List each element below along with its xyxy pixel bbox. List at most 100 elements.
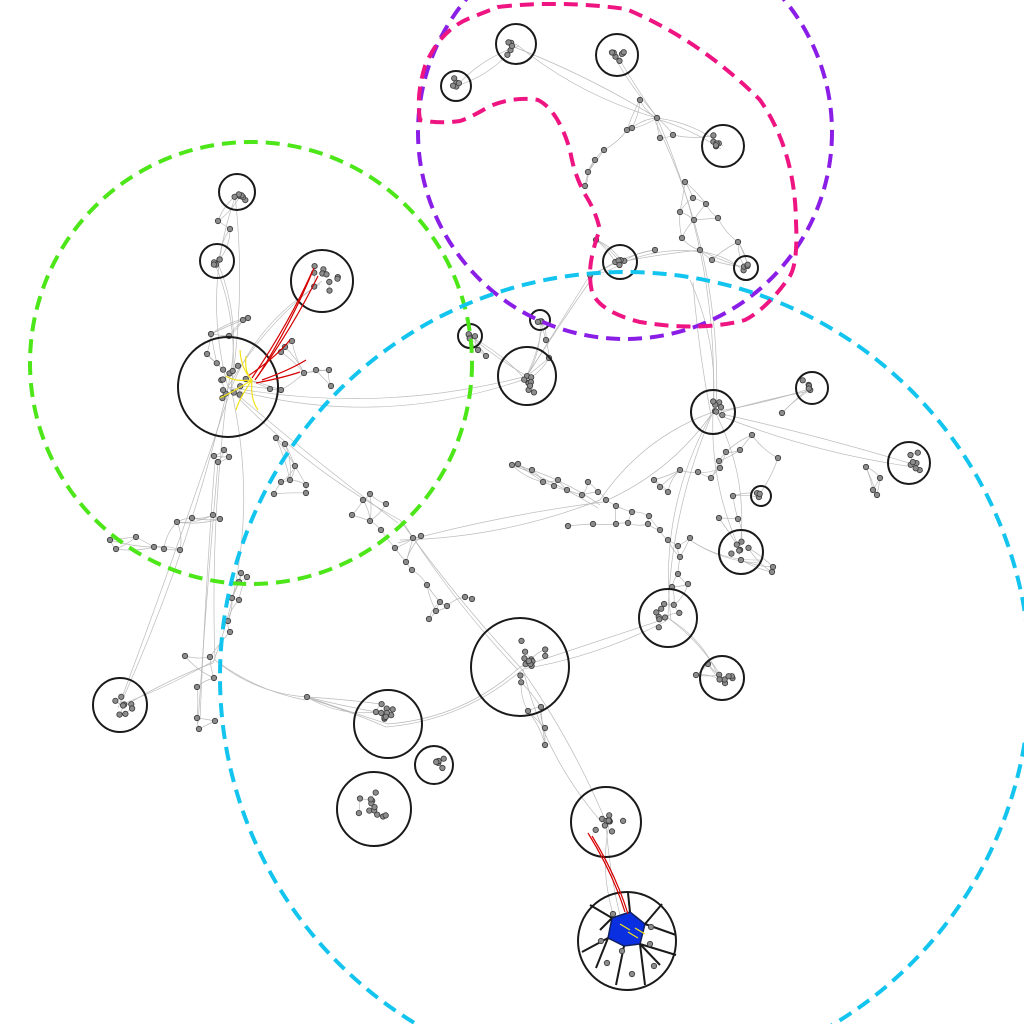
graph-node [690,195,695,200]
graph-node [629,125,634,130]
graph-node [221,447,226,452]
graph-node [475,347,480,352]
graph-node [194,715,199,720]
edge [531,358,549,377]
graph-node [373,790,378,795]
graph-node [207,654,212,659]
graph-node [211,453,216,458]
graph-node [133,534,138,539]
graph-node [161,546,166,551]
edge [281,373,304,390]
graph-node [301,370,306,375]
graph-node [505,52,510,57]
graph-node [745,262,750,267]
edge [210,657,214,678]
cyan-region [220,272,1024,1024]
graph-node [519,680,524,685]
edge [698,468,720,472]
edge [718,218,738,242]
graph-node [625,520,630,525]
graph-node [328,383,333,388]
graph-node [593,827,598,832]
graph-node [519,638,524,643]
edge [198,462,218,723]
cell-border [640,944,645,985]
graph-node [656,625,661,630]
edge [185,656,210,658]
graph-node [378,527,383,532]
region-layer [30,0,1024,1024]
graph-node [654,610,659,615]
graph-node [232,194,237,199]
graph-node [617,262,622,267]
edge [593,524,616,525]
graph-node [582,183,587,188]
graph-node [657,484,662,489]
graph-node [182,653,187,658]
edge [516,44,657,118]
graph-node [863,464,868,469]
graph-node [273,435,278,440]
graph-node [304,694,309,699]
graph-node [620,818,625,823]
graph-node [211,675,216,680]
graph-node [775,455,780,460]
edge [694,218,718,220]
graph-node [215,218,220,223]
edge [215,660,307,697]
graph-node [214,361,219,366]
graph-node [196,726,201,731]
graph-node [629,971,634,976]
graph-node [874,492,879,497]
graph-node [189,515,194,520]
graph-node [717,465,722,470]
edge [716,414,907,466]
graph-node [227,226,232,231]
graph-node [426,616,431,621]
edge [521,682,528,711]
graph-node [697,247,702,252]
graph-node [208,331,213,336]
graph-node [212,718,217,723]
graph-node [444,603,449,608]
graph-node [123,711,128,716]
graph-node [120,703,125,708]
graph-node [730,493,735,498]
graph-node [913,466,918,471]
graph-node [383,714,388,719]
graph-node [210,512,215,517]
graph-node [440,765,445,770]
graph-node [770,564,775,569]
graph-node [410,535,415,540]
edge [617,55,657,118]
selected-cluster[interactable] [578,892,676,990]
graph-node [647,941,652,946]
graph-node [450,83,455,88]
graph-node [685,581,690,586]
graph-node [129,706,134,711]
graph-node [715,215,720,220]
graph-node [379,701,384,706]
graph-node [542,742,547,747]
edge [520,618,668,667]
graph-node [357,796,362,801]
graph-node [609,50,614,55]
graph-node [729,551,734,556]
graph-node [565,523,570,528]
graph-node [373,709,378,714]
graph-node [543,653,548,658]
graph-node [657,527,662,532]
graph-node [211,262,216,267]
graph-node [418,533,423,538]
graph-node [456,81,461,86]
graph-node [592,157,597,162]
graph-node [654,115,659,120]
graph-node [267,386,272,391]
edge [738,242,744,267]
graph-node [360,497,365,502]
graph-node [538,704,543,709]
graph-node [555,477,560,482]
graph-node [529,467,534,472]
graph-node [383,501,388,506]
